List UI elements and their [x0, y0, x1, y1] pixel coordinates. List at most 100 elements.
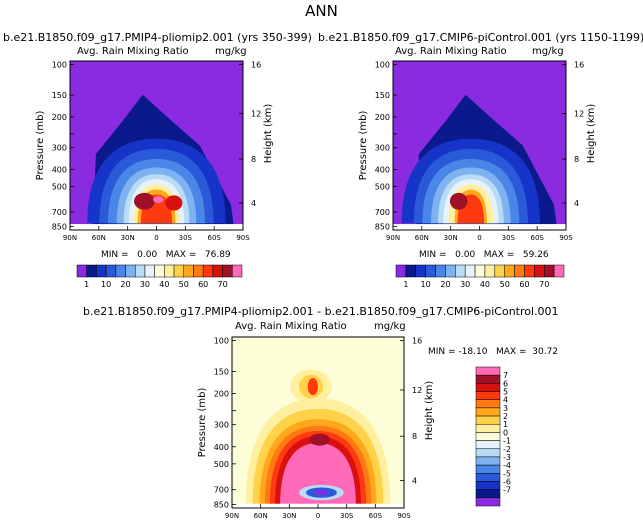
pressure-tick-label: 400	[375, 165, 390, 174]
height-tick-label: 8	[412, 432, 417, 441]
pressure-tick-label: 200	[214, 390, 229, 399]
pressure-tick-label: 100	[214, 336, 229, 345]
colorbar-panel2-box	[405, 264, 417, 278]
height-tick-label: 12	[251, 109, 261, 118]
panel3-field-label: Avg. Rain Mixing Ratio	[235, 321, 347, 332]
colorbar-diff-label: -3	[503, 453, 511, 462]
colorbar-diff-box	[475, 456, 501, 466]
pressure-tick-label: 500	[375, 182, 390, 191]
height-tick-label: 16	[574, 60, 584, 69]
pressure-tick-label: 700	[375, 208, 390, 217]
colorbar-panel1-box	[193, 264, 204, 278]
y-axis-title: Pressure (mb)	[358, 111, 369, 181]
lat-tick-label: 0	[316, 512, 320, 520]
panel1-title: b.e21.B1850.f09_g17.PMIP4-pliomip2.001 (…	[3, 31, 312, 44]
lat-tick-label: 90S	[559, 234, 573, 242]
pressure-tick-label: 700	[214, 486, 229, 495]
pressure-tick-label: 500	[214, 460, 229, 469]
height-tick-label: 8	[574, 155, 579, 164]
colorbar-panel2-label: 20	[440, 280, 450, 289]
colorbar-diff-label: -6	[503, 477, 511, 486]
lat-tick-label: 60S	[530, 234, 544, 242]
panel3-plot	[232, 337, 404, 508]
height-tick-label: 16	[251, 60, 261, 69]
colorbar-panel1-box	[173, 264, 185, 278]
panel3-stats: MIN = -18.10 MAX = 30.72	[428, 347, 559, 357]
colorbar-panel2-label: 1	[403, 280, 408, 289]
plot-frame	[231, 336, 405, 509]
pressure-tick-label: 300	[214, 421, 229, 430]
colorbar-panel1-label: 40	[159, 280, 169, 289]
colorbar-panel1-box	[144, 264, 155, 278]
lat-tick-label: 30S	[502, 234, 516, 242]
lat-tick-label: 90N	[63, 234, 77, 242]
colorbar-diff-label: -2	[503, 445, 511, 454]
pressure-tick-label: 200	[52, 113, 67, 122]
colorbar-diff-box	[475, 383, 501, 392]
colorbar-panel2-box	[494, 264, 505, 278]
pressure-tick-label: 100	[52, 60, 67, 69]
colorbar-diff-box	[475, 391, 501, 400]
lat-tick-label: 30S	[340, 512, 354, 520]
pressure-tick-label: 850	[214, 501, 229, 510]
lat-tick-label: 90N	[225, 512, 239, 520]
colorbar-panel2-box	[415, 264, 426, 278]
colorbar-panel1-label: 50	[179, 280, 189, 289]
colorbar-diff-box	[475, 374, 501, 384]
colorbar-panel1-label: 1	[84, 280, 89, 289]
colorbar-panel2-box	[445, 264, 456, 278]
colorbar-diff-label: -1	[503, 437, 511, 446]
colorbar-diff-label: -4	[503, 461, 511, 470]
lat-tick-label: 0	[477, 234, 481, 242]
height-tick-label: 4	[412, 477, 417, 486]
colorbar-diff-label: 5	[503, 388, 508, 397]
panel2-stats: MIN = 0.00 MAX = 59.26	[419, 250, 549, 260]
colorbar-panel2-label: 30	[460, 280, 470, 289]
colorbar-panel2-box	[435, 264, 446, 278]
colorbar-diff-box	[475, 464, 501, 474]
colorbar-panel2-box	[395, 264, 407, 278]
y-axis-title: Pressure (mb)	[197, 388, 208, 458]
colorbar-panel2-box	[464, 264, 476, 278]
colorbar-panel2-box	[543, 264, 555, 278]
panel1-field-label: Avg. Rain Mixing Ratio	[77, 46, 189, 57]
colorbar-diff-box	[475, 366, 501, 376]
colorbar-panel2-box	[514, 264, 525, 278]
rain-core-south	[165, 195, 183, 211]
colorbar-diff-label: 4	[503, 396, 508, 405]
pressure-tick-label: 500	[52, 182, 67, 191]
colorbar-panel2-label: 70	[539, 280, 549, 289]
colorbar-panel1-box	[222, 264, 233, 278]
colorbar-panel1-label: 10	[101, 280, 111, 289]
panel3-title: b.e21.B1850.f09_g17.PMIP4-pliomip2.001 -…	[83, 305, 559, 318]
y2-axis-title: Height (km)	[263, 104, 274, 164]
y2-axis-title: Height (km)	[424, 381, 435, 441]
colorbar-panel2-label: 60	[519, 280, 529, 289]
height-tick-label: 4	[574, 199, 579, 208]
y2-axis-title: Height (km)	[586, 104, 597, 164]
lat-tick-label: 30N	[121, 234, 135, 242]
rain-core-north	[449, 192, 468, 210]
colorbar-panel2-label: 40	[480, 280, 490, 289]
colorbar-diff-label: 6	[503, 379, 508, 388]
page-title: ANN	[305, 2, 338, 20]
colorbar-diff-box	[475, 497, 501, 507]
colorbar-panel2-box	[484, 264, 496, 278]
colorbar-panel1-box	[134, 264, 146, 278]
colorbar-diff-label: 1	[503, 420, 508, 429]
height-tick-label: 12	[412, 386, 422, 395]
pressure-tick-label: 400	[52, 165, 67, 174]
colorbar-panel1-box	[164, 264, 175, 278]
pressure-tick-label: 150	[214, 368, 229, 377]
panel1-plot	[70, 61, 243, 230]
diff-max-400mb	[309, 433, 331, 446]
colorbar-diff-box	[475, 473, 501, 482]
pressure-tick-label: 150	[375, 91, 390, 100]
colorbar-panel2-box	[474, 264, 486, 278]
colorbar-diff-box	[475, 448, 501, 458]
height-tick-label: 16	[412, 336, 422, 345]
panel2-units: mg/kg	[532, 46, 564, 57]
lat-tick-label: 60N	[254, 512, 268, 520]
height-tick-label: 12	[574, 109, 584, 118]
colorbar-diff-label: 0	[503, 428, 508, 437]
